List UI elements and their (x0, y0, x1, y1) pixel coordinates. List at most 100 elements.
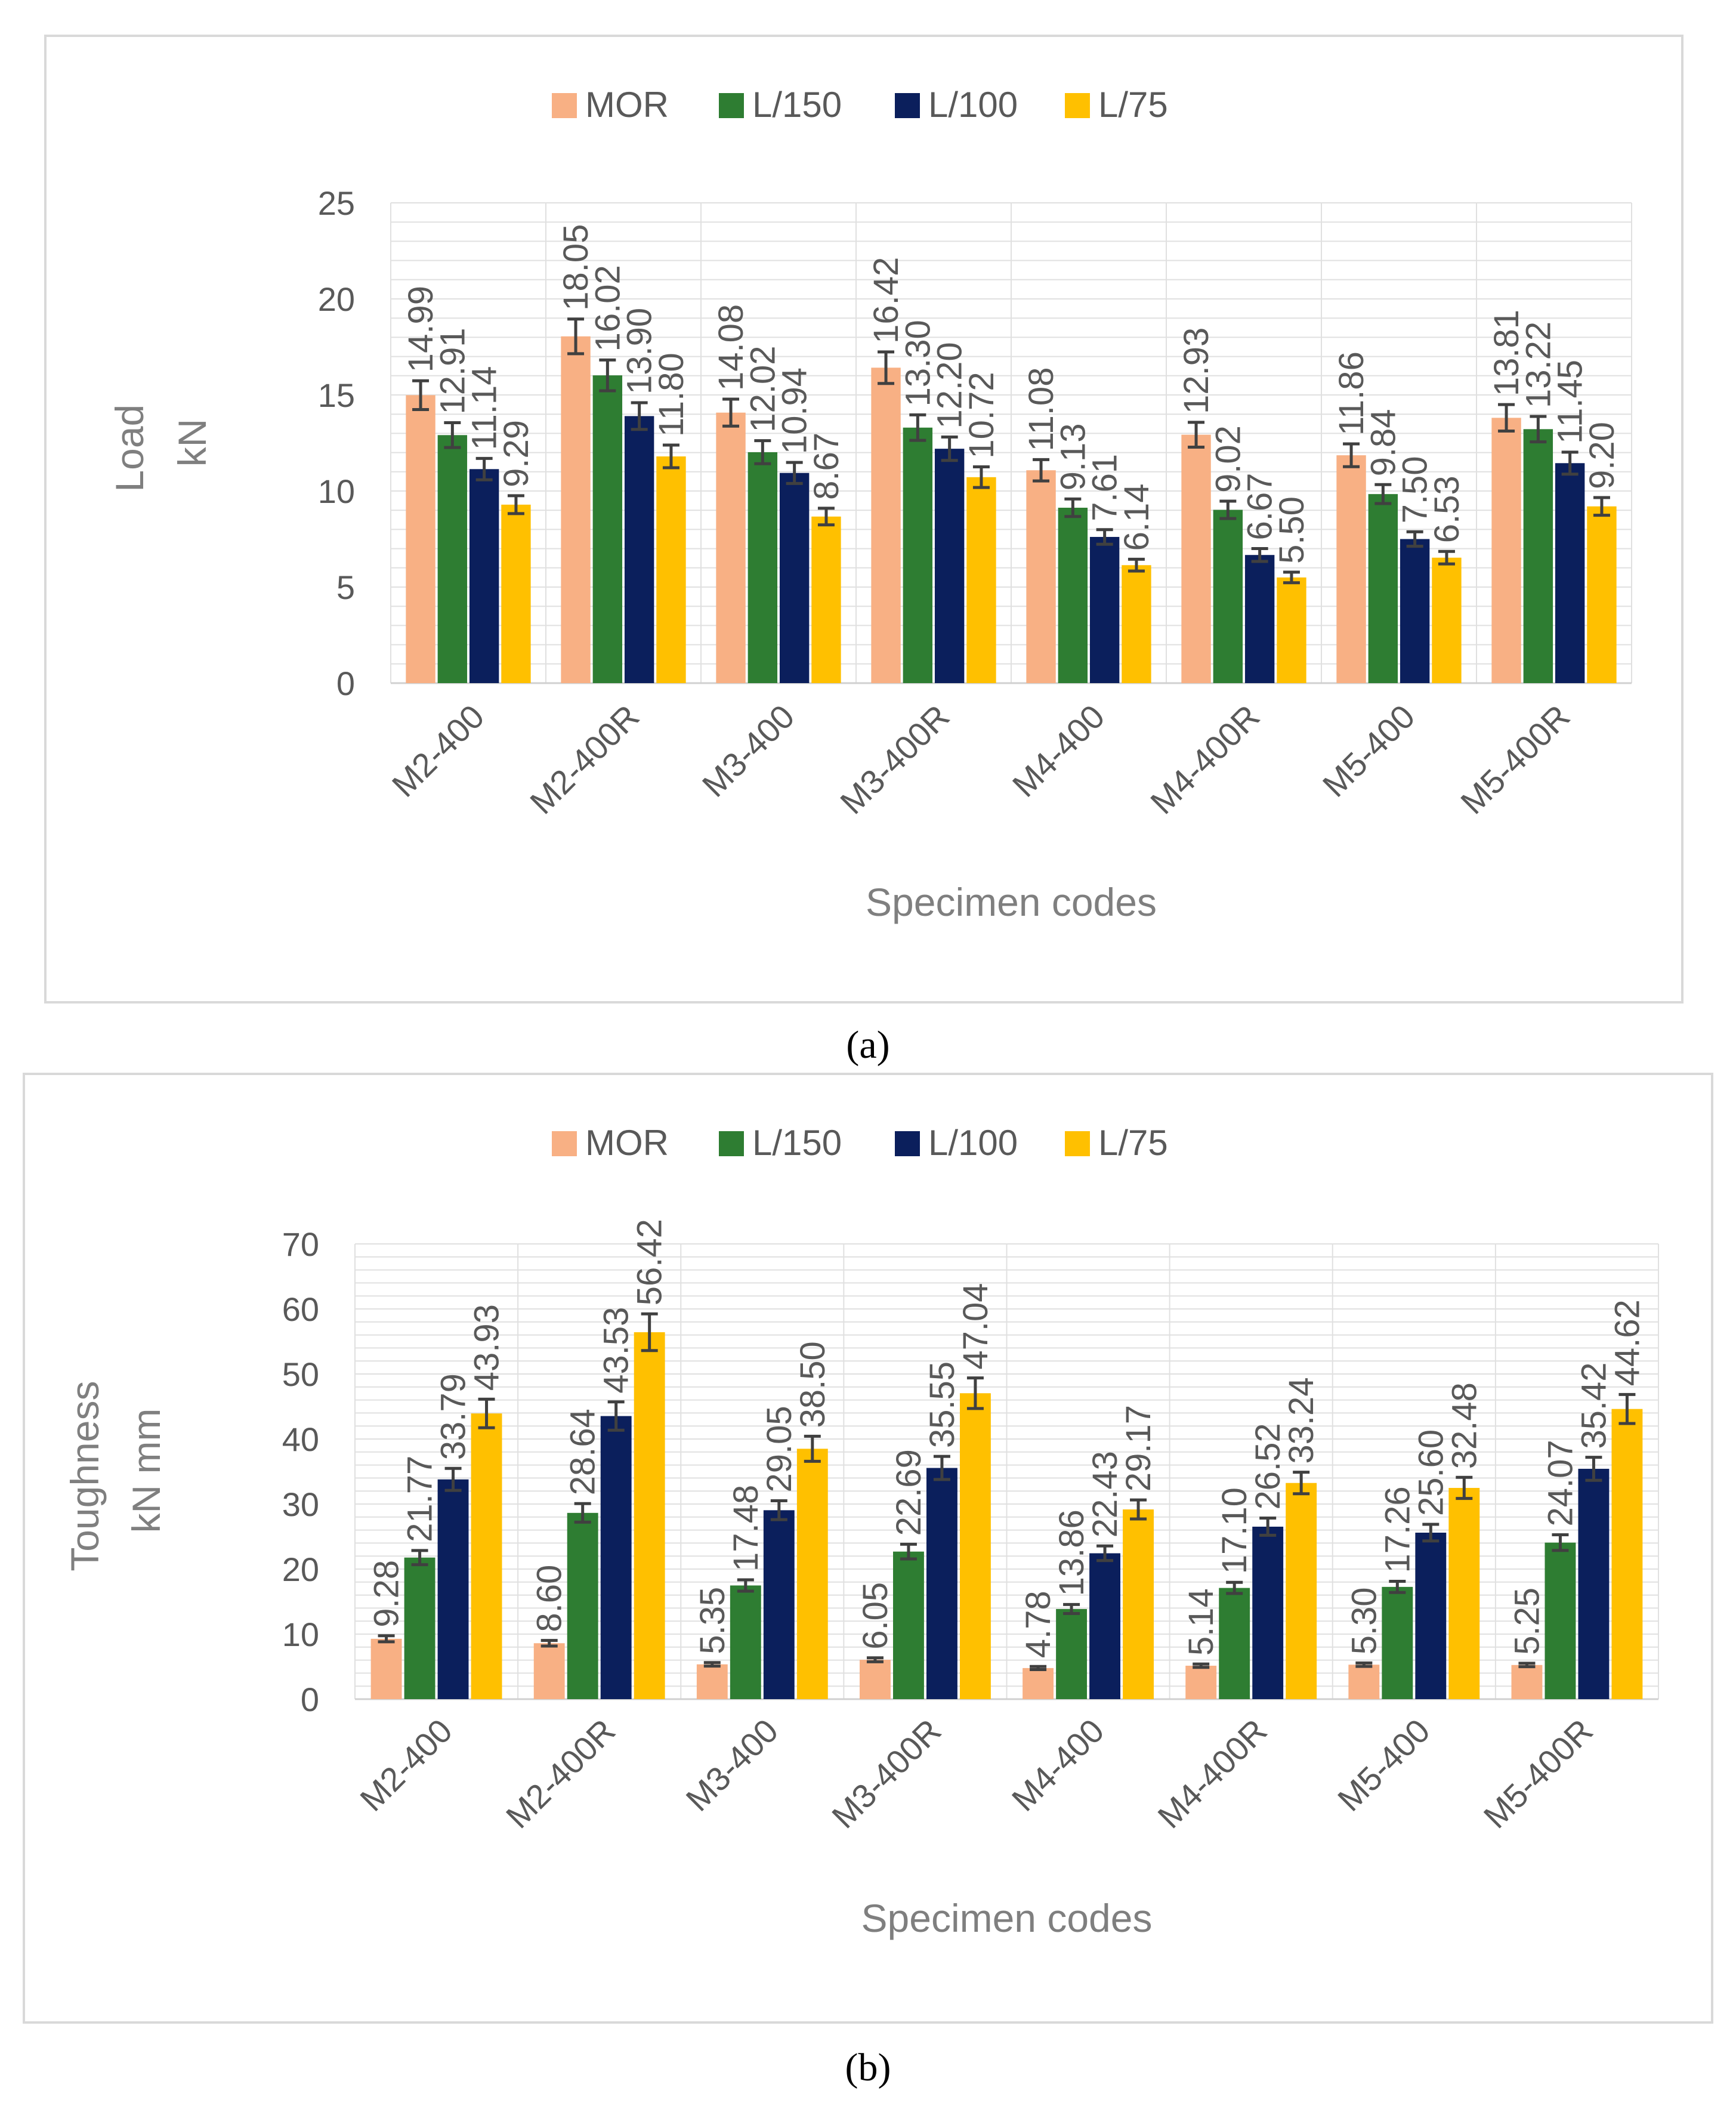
data-label: 26.52 (1249, 1423, 1287, 1509)
bar (903, 427, 933, 683)
error-bars (378, 1312, 1636, 1672)
error-bar (754, 439, 771, 465)
data-label: 5.30 (1345, 1587, 1383, 1654)
data-label: 12.02 (743, 345, 782, 432)
error-bar (770, 1499, 787, 1521)
data-label: 11.45 (1551, 360, 1590, 444)
data-label: 13.22 (1519, 322, 1558, 408)
data-label: 10.72 (962, 372, 1001, 458)
error-bar (1355, 1661, 1373, 1668)
data-label: 14.08 (712, 304, 750, 391)
panel-caption-b: (b) (845, 2046, 891, 2089)
legend-label: L/150 (752, 85, 842, 125)
data-label: 9.29 (497, 420, 536, 487)
data-label: 47.04 (956, 1283, 995, 1369)
error-bar (817, 507, 835, 527)
data-label: 28.64 (564, 1409, 603, 1495)
error-bar (941, 436, 958, 462)
bar (1056, 1608, 1088, 1699)
legend-label: L/100 (928, 1123, 1018, 1163)
data-label: 43.93 (468, 1304, 506, 1391)
x-axis-title: Specimen codes (866, 880, 1157, 924)
data-label: 9.28 (367, 1560, 406, 1628)
error-bar (607, 1400, 625, 1432)
legend-label: L/75 (1098, 1123, 1168, 1163)
bar (1089, 1553, 1121, 1699)
y-tick-label: 30 (282, 1486, 319, 1523)
error-bar (641, 1312, 658, 1353)
data-label: 4.78 (1019, 1591, 1058, 1658)
data-label: 16.02 (588, 265, 627, 351)
error-bar (1343, 442, 1360, 468)
bar (1415, 1532, 1447, 1699)
error-bar (507, 494, 524, 515)
bar (624, 416, 654, 683)
bar (763, 1510, 795, 1699)
legend-swatch (552, 93, 577, 118)
data-label: 7.61 (1086, 454, 1125, 521)
bar (1252, 1526, 1284, 1699)
bar (1545, 1542, 1576, 1699)
bar (892, 1551, 924, 1699)
bar (1400, 539, 1430, 683)
bar (1348, 1665, 1380, 1699)
data-label: 8.67 (807, 433, 846, 500)
legend-swatch (895, 1131, 920, 1156)
data-label: 12.91 (433, 328, 472, 414)
bar (1219, 1588, 1250, 1699)
data-label: 18.05 (557, 224, 595, 311)
data-label: 11.80 (652, 353, 691, 437)
error-bar (1438, 549, 1455, 566)
data-label: 9.02 (1209, 425, 1247, 493)
error-bar (1096, 528, 1113, 546)
bar (796, 1449, 828, 1699)
bar (1368, 494, 1398, 683)
error-bar (972, 465, 990, 489)
bar (747, 452, 778, 683)
error-bar (662, 443, 679, 470)
bar (1244, 555, 1275, 683)
data-label: 35.55 (923, 1361, 962, 1448)
bar (471, 1413, 502, 1699)
error-bar (631, 401, 648, 431)
data-label: 13.81 (1487, 310, 1526, 396)
data-label: 44.62 (1608, 1299, 1647, 1386)
y-axis-title: Load kN (107, 393, 214, 492)
bar (871, 368, 901, 683)
bar (779, 473, 810, 683)
y-axis-ticks: 0 10 20 30 40 50 60 70 (282, 1225, 319, 1718)
error-bar (1096, 1544, 1114, 1563)
error-bar (866, 1656, 884, 1663)
data-label: 6.05 (856, 1582, 895, 1650)
bar (1336, 455, 1366, 683)
data-label: 33.79 (434, 1373, 473, 1460)
legend-swatch (895, 93, 920, 118)
error-bar (1219, 499, 1237, 520)
error-bar (1374, 483, 1392, 505)
error-bar (1561, 450, 1579, 476)
error-bar (1498, 403, 1515, 433)
bar (600, 1416, 632, 1699)
data-label: 38.50 (793, 1341, 832, 1428)
data-label: 11.14 (465, 366, 504, 450)
data-label: 29.05 (760, 1406, 799, 1492)
legend-swatch (1065, 93, 1090, 118)
legend-label: L/150 (752, 1123, 842, 1163)
bar (860, 1660, 891, 1699)
y-tick-label: 15 (318, 376, 355, 414)
bar (811, 516, 841, 683)
legend-swatch (719, 93, 744, 118)
bar (469, 469, 499, 683)
bar (406, 395, 435, 683)
legend: MOR L/150 L/100 L/75 (552, 85, 1168, 125)
error-bar (1422, 1523, 1440, 1543)
bar (934, 449, 965, 683)
error-bar (444, 421, 461, 449)
data-label: 25.60 (1411, 1429, 1450, 1516)
data-label: 12.93 (1177, 328, 1216, 414)
data-label: 5.50 (1272, 496, 1311, 564)
bar (437, 435, 468, 683)
